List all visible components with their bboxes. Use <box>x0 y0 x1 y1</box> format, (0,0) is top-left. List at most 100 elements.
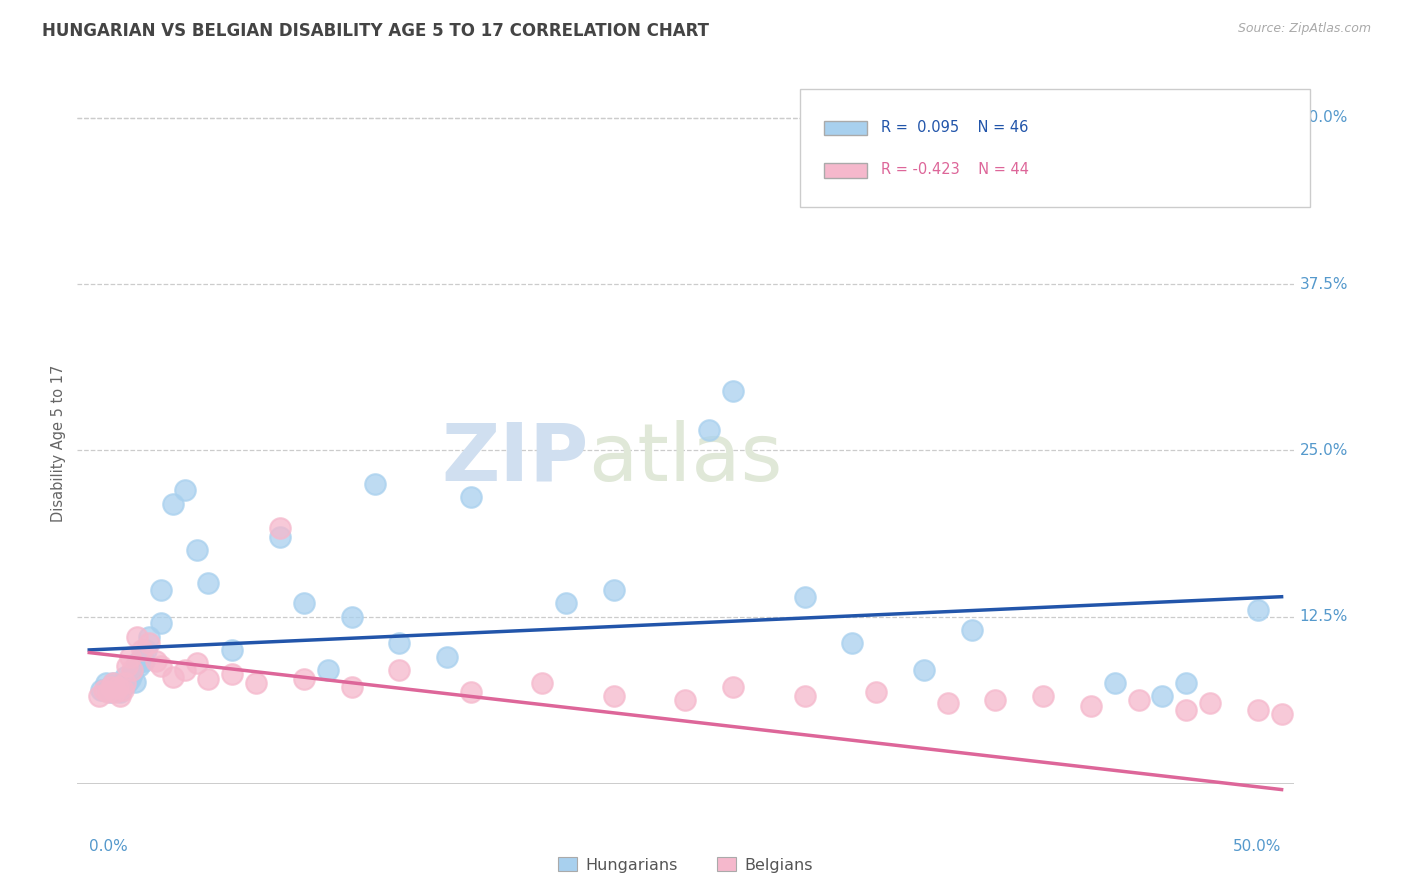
Point <box>149 659 172 673</box>
Point <box>114 669 136 683</box>
Point <box>145 654 167 668</box>
Point <box>101 676 124 690</box>
FancyBboxPatch shape <box>800 88 1310 207</box>
Point <box>97 685 120 699</box>
Point <box>245 676 267 690</box>
Point <box>1104 676 1126 690</box>
Point <box>1032 690 1054 704</box>
Point <box>87 690 110 704</box>
Point <box>436 649 458 664</box>
Point <box>460 490 482 504</box>
Text: Source: ZipAtlas.com: Source: ZipAtlas.com <box>1237 22 1371 36</box>
Text: 50.0%: 50.0% <box>1233 838 1282 854</box>
Point <box>292 672 315 686</box>
Point <box>104 680 127 694</box>
Point <box>131 643 153 657</box>
Point <box>118 672 141 686</box>
Point <box>125 630 148 644</box>
Point <box>128 659 150 673</box>
FancyBboxPatch shape <box>824 163 866 178</box>
Point <box>110 685 132 699</box>
Point <box>162 497 184 511</box>
Point <box>111 682 134 697</box>
Point <box>721 384 744 398</box>
Point <box>460 685 482 699</box>
Text: 12.5%: 12.5% <box>1299 609 1348 624</box>
Point <box>186 657 208 671</box>
Point <box>100 680 122 694</box>
Point <box>162 669 184 683</box>
Point <box>117 659 139 673</box>
Legend: Hungarians, Belgians: Hungarians, Belgians <box>551 851 820 879</box>
Point <box>364 476 387 491</box>
Point <box>340 609 363 624</box>
Y-axis label: Disability Age 5 to 17: Disability Age 5 to 17 <box>51 365 66 523</box>
Point <box>221 666 243 681</box>
Point <box>125 657 148 671</box>
Point <box>531 676 554 690</box>
Point <box>114 676 136 690</box>
Text: R = -0.423    N = 44: R = -0.423 N = 44 <box>882 162 1029 178</box>
Point <box>721 680 744 694</box>
Point <box>173 663 195 677</box>
Point <box>1175 676 1198 690</box>
FancyBboxPatch shape <box>824 120 866 136</box>
Point <box>1247 603 1270 617</box>
Point <box>138 630 160 644</box>
Point <box>131 649 153 664</box>
Text: 0.0%: 0.0% <box>89 838 128 854</box>
Point <box>1080 698 1102 713</box>
Point <box>697 424 720 438</box>
Point <box>269 530 291 544</box>
Point <box>135 643 157 657</box>
Point <box>94 676 117 690</box>
Text: ZIP: ZIP <box>441 419 588 498</box>
Point <box>101 676 124 690</box>
Point <box>107 682 129 697</box>
Point <box>132 654 155 668</box>
Point <box>984 693 1007 707</box>
Text: 37.5%: 37.5% <box>1299 277 1348 292</box>
Point <box>149 616 172 631</box>
Point <box>90 682 112 697</box>
Point <box>269 520 291 534</box>
Point <box>555 596 578 610</box>
Point <box>793 590 815 604</box>
Point <box>603 583 626 598</box>
Text: 25.0%: 25.0% <box>1299 443 1348 458</box>
Point <box>793 690 815 704</box>
Point <box>138 636 160 650</box>
Point <box>675 693 697 707</box>
Point <box>186 543 208 558</box>
Point <box>221 643 243 657</box>
Point <box>1152 690 1174 704</box>
Point <box>100 685 122 699</box>
Point <box>841 636 863 650</box>
Point <box>936 696 959 710</box>
Point <box>107 680 129 694</box>
Point <box>1128 693 1150 707</box>
Text: atlas: atlas <box>588 419 783 498</box>
Point <box>121 666 143 681</box>
Point <box>1271 706 1294 721</box>
Text: R =  0.095    N = 46: R = 0.095 N = 46 <box>882 120 1028 135</box>
Point <box>340 680 363 694</box>
Point <box>93 682 115 697</box>
Point <box>117 676 139 690</box>
Point <box>1247 703 1270 717</box>
Point <box>388 663 411 677</box>
Point <box>912 663 935 677</box>
Point <box>292 596 315 610</box>
Point <box>110 690 132 704</box>
Point <box>104 685 127 699</box>
Point <box>149 583 172 598</box>
Point <box>1199 696 1222 710</box>
Text: HUNGARIAN VS BELGIAN DISABILITY AGE 5 TO 17 CORRELATION CHART: HUNGARIAN VS BELGIAN DISABILITY AGE 5 TO… <box>42 22 709 40</box>
Point <box>388 636 411 650</box>
Point <box>865 685 887 699</box>
Point <box>111 679 134 693</box>
Point <box>197 672 219 686</box>
Point <box>1175 703 1198 717</box>
Point <box>124 674 146 689</box>
Point <box>960 623 983 637</box>
